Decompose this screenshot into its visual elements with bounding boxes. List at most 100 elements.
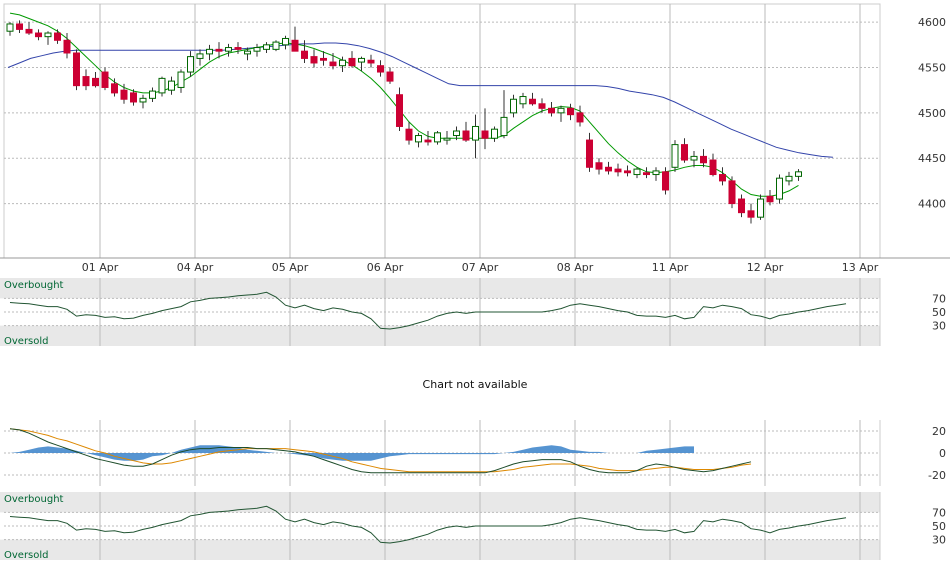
- candle: [576, 105, 584, 127]
- candle: [187, 51, 194, 77]
- candle: [139, 94, 147, 109]
- candle-body: [168, 80, 175, 91]
- y-tick-label: 0: [939, 447, 946, 460]
- candle: [101, 67, 109, 91]
- chart-not-available-text: Chart not available: [423, 378, 528, 391]
- oscillator-line: [9, 291, 847, 330]
- candle-body: [301, 50, 308, 59]
- candle: [557, 105, 565, 122]
- candle-body: [35, 32, 42, 38]
- candle-body: [757, 198, 764, 218]
- overbought-band: [0, 492, 880, 513]
- candle: [766, 189, 774, 206]
- candle: [605, 161, 612, 175]
- candle: [757, 194, 764, 220]
- candle-body: [548, 107, 555, 114]
- candle: [500, 90, 508, 139]
- candle-body: [320, 57, 327, 61]
- x-tick-label: 06 Apr: [367, 261, 404, 274]
- candle-body: [671, 144, 679, 168]
- candle: [253, 43, 261, 57]
- sma-long-line: [7, 42, 833, 158]
- candle-body: [728, 180, 736, 205]
- candle: [120, 83, 128, 104]
- candle: [25, 22, 33, 35]
- candle: [168, 76, 175, 95]
- candle: [320, 51, 327, 66]
- candle-body: [348, 57, 356, 67]
- x-tick-label: 08 Apr: [557, 261, 594, 274]
- overbought-label: Overbought: [4, 280, 64, 291]
- candle: [196, 49, 204, 66]
- candle-body: [244, 50, 251, 55]
- y-tick-label: 4400: [918, 198, 946, 211]
- candle: [595, 158, 603, 175]
- candle-body: [196, 53, 204, 59]
- oversold-band: [0, 539, 880, 560]
- oversold-label: Oversold: [4, 336, 49, 347]
- candle: [538, 98, 546, 113]
- candle-body: [462, 130, 470, 141]
- candle-body: [576, 112, 584, 123]
- candle: [633, 167, 641, 179]
- candle: [614, 163, 622, 177]
- candle-body: [443, 137, 451, 141]
- macd-signal-line: [9, 428, 752, 473]
- candle: [244, 47, 251, 61]
- candle: [263, 42, 270, 53]
- empty-panel: Chart not available: [423, 378, 528, 391]
- candle: [510, 94, 517, 118]
- candle: [586, 132, 593, 172]
- candle-body: [405, 128, 413, 141]
- candle: [567, 103, 574, 121]
- candle-body: [681, 144, 688, 161]
- candle-body: [215, 48, 223, 52]
- candle-body: [586, 139, 593, 168]
- candle-body: [538, 103, 546, 109]
- y-tick-label: -20: [928, 469, 946, 482]
- y-tick-label: 30: [932, 534, 946, 547]
- candle-body: [282, 37, 289, 46]
- x-tick-label: 11 Apr: [652, 261, 689, 274]
- y-tick-label: 4500: [918, 107, 946, 120]
- candle-body: [510, 98, 517, 114]
- candle-body: [567, 107, 574, 116]
- candle-body: [120, 89, 128, 100]
- y-tick-label: 50: [932, 520, 946, 533]
- candle: [719, 167, 726, 186]
- y-tick-label: 4600: [918, 16, 946, 29]
- overbought-label: Overbought: [4, 494, 64, 505]
- candle-body: [557, 107, 565, 114]
- overbought-band: [0, 278, 880, 299]
- candle-body: [63, 39, 71, 54]
- y-tick-label: 70: [932, 506, 946, 519]
- candle: [225, 43, 232, 57]
- candle-body: [633, 168, 641, 176]
- candle-body: [709, 159, 717, 176]
- candle-body: [206, 48, 213, 55]
- candle-body: [149, 90, 156, 99]
- candle-body: [177, 71, 185, 88]
- candle-body: [54, 32, 61, 41]
- candle: [776, 174, 783, 204]
- y-tick-label: 4550: [918, 62, 946, 75]
- candle: [728, 176, 736, 209]
- candle: [443, 131, 451, 145]
- candle-body: [453, 130, 460, 137]
- candle-body: [234, 47, 242, 50]
- candle: [690, 150, 698, 168]
- candle-body: [662, 171, 669, 191]
- candle-body: [130, 92, 137, 103]
- candle: [415, 132, 422, 148]
- candle: [35, 29, 42, 41]
- candle-body: [415, 135, 422, 143]
- candle-body: [624, 170, 631, 174]
- candle-body: [310, 56, 318, 64]
- candle: [491, 126, 498, 142]
- candle: [662, 167, 669, 195]
- candle-body: [25, 28, 33, 34]
- candle: [177, 69, 185, 93]
- candle-body: [434, 132, 441, 143]
